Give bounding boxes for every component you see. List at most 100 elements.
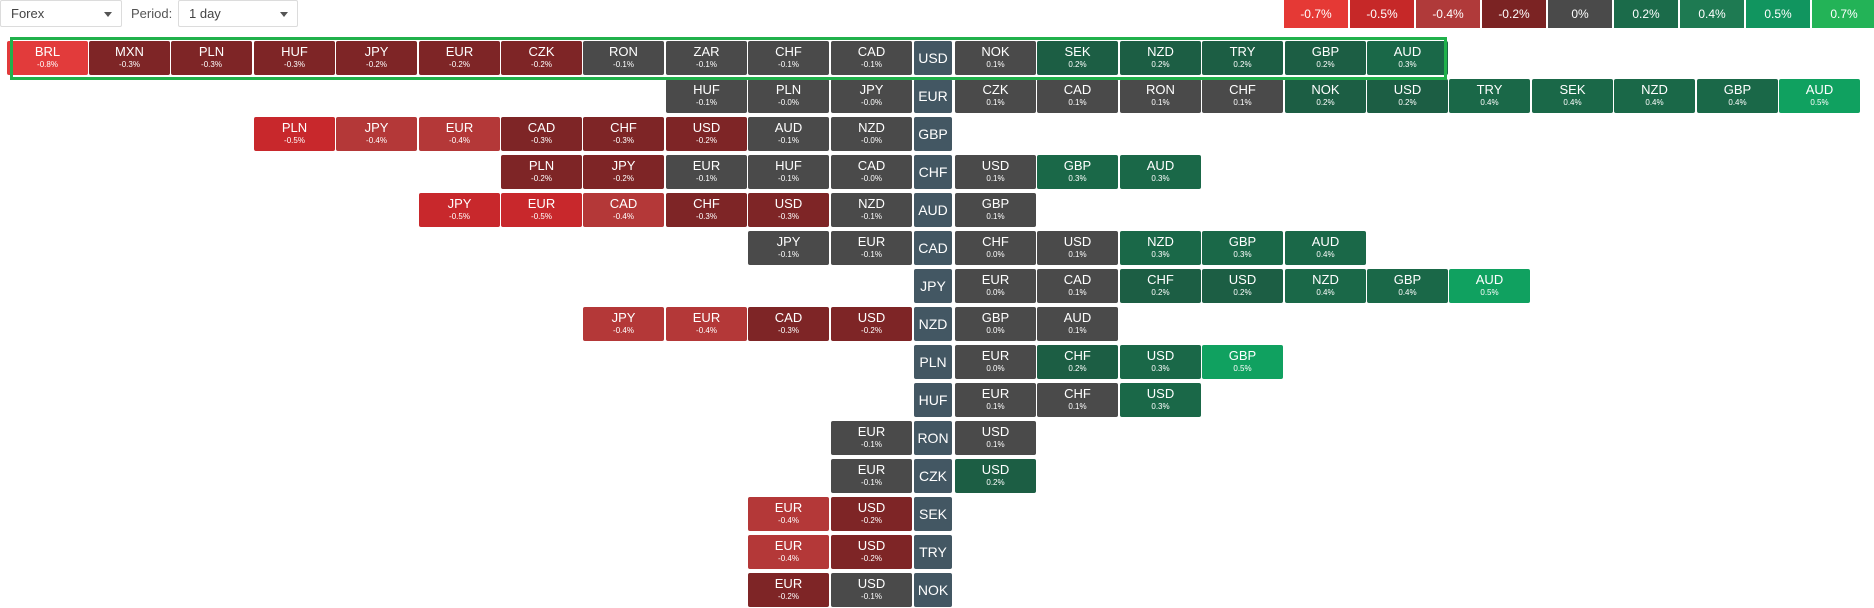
- currency-tile[interactable]: GBP 0.3%: [1037, 155, 1118, 189]
- base-currency-huf[interactable]: HUF: [914, 383, 952, 417]
- period-select[interactable]: 1 day: [178, 0, 298, 27]
- base-currency-gbp[interactable]: GBP: [914, 117, 952, 151]
- currency-tile[interactable]: JPY -0.4%: [336, 117, 417, 151]
- currency-tile[interactable]: ZAR -0.1%: [666, 41, 747, 75]
- currency-tile[interactable]: AUD 0.3%: [1120, 155, 1201, 189]
- base-currency-nzd[interactable]: NZD: [914, 307, 952, 341]
- currency-tile[interactable]: CZK 0.1%: [955, 79, 1036, 113]
- currency-tile[interactable]: NZD 0.3%: [1120, 231, 1201, 265]
- currency-tile[interactable]: AUD 0.5%: [1779, 79, 1860, 113]
- currency-tile[interactable]: USD -0.3%: [748, 193, 829, 227]
- currency-tile[interactable]: GBP 0.2%: [1285, 41, 1366, 75]
- currency-tile[interactable]: CAD 0.1%: [1037, 79, 1118, 113]
- currency-tile[interactable]: EUR -0.4%: [748, 497, 829, 531]
- currency-tile[interactable]: TRY 0.4%: [1449, 79, 1530, 113]
- currency-tile[interactable]: JPY -0.2%: [336, 41, 417, 75]
- currency-tile[interactable]: USD 0.2%: [1367, 79, 1448, 113]
- currency-tile[interactable]: EUR -0.1%: [831, 459, 912, 493]
- currency-tile[interactable]: JPY -0.4%: [583, 307, 664, 341]
- currency-tile[interactable]: EUR -0.4%: [419, 117, 500, 151]
- currency-tile[interactable]: CZK -0.2%: [501, 41, 582, 75]
- currency-tile[interactable]: JPY -0.1%: [748, 231, 829, 265]
- currency-tile[interactable]: CHF -0.1%: [748, 41, 829, 75]
- currency-tile[interactable]: AUD 0.4%: [1285, 231, 1366, 265]
- currency-tile[interactable]: EUR -0.2%: [748, 573, 829, 607]
- currency-tile[interactable]: USD 0.1%: [1037, 231, 1118, 265]
- currency-tile[interactable]: AUD 0.5%: [1449, 269, 1530, 303]
- currency-tile[interactable]: AUD -0.1%: [748, 117, 829, 151]
- currency-tile[interactable]: CHF -0.3%: [583, 117, 664, 151]
- base-currency-cad[interactable]: CAD: [914, 231, 952, 265]
- currency-tile[interactable]: HUF -0.1%: [748, 155, 829, 189]
- currency-tile[interactable]: USD -0.2%: [831, 307, 912, 341]
- currency-tile[interactable]: CHF 0.1%: [1037, 383, 1118, 417]
- currency-tile[interactable]: BRL -0.8%: [7, 41, 88, 75]
- currency-tile[interactable]: GBP 0.4%: [1367, 269, 1448, 303]
- currency-tile[interactable]: PLN -0.0%: [748, 79, 829, 113]
- currency-tile[interactable]: MXN -0.3%: [89, 41, 170, 75]
- base-currency-sek[interactable]: SEK: [914, 497, 952, 531]
- currency-tile[interactable]: USD 0.2%: [1202, 269, 1283, 303]
- currency-tile[interactable]: NZD 0.4%: [1285, 269, 1366, 303]
- currency-tile[interactable]: RON 0.1%: [1120, 79, 1201, 113]
- currency-tile[interactable]: TRY 0.2%: [1202, 41, 1283, 75]
- currency-tile[interactable]: CHF -0.3%: [666, 193, 747, 227]
- currency-tile[interactable]: USD 0.3%: [1120, 345, 1201, 379]
- currency-tile[interactable]: RON -0.1%: [583, 41, 664, 75]
- currency-tile[interactable]: EUR 0.1%: [955, 383, 1036, 417]
- currency-tile[interactable]: SEK 0.2%: [1037, 41, 1118, 75]
- currency-tile[interactable]: USD -0.2%: [831, 535, 912, 569]
- currency-tile[interactable]: GBP 0.5%: [1202, 345, 1283, 379]
- currency-tile[interactable]: JPY -0.2%: [583, 155, 664, 189]
- base-currency-try[interactable]: TRY: [914, 535, 952, 569]
- currency-tile[interactable]: AUD 0.1%: [1037, 307, 1118, 341]
- currency-tile[interactable]: EUR -0.1%: [831, 231, 912, 265]
- base-currency-eur[interactable]: EUR: [914, 79, 952, 113]
- currency-tile[interactable]: NOK 0.2%: [1285, 79, 1366, 113]
- currency-tile[interactable]: USD -0.2%: [831, 497, 912, 531]
- currency-tile[interactable]: CAD -0.3%: [501, 117, 582, 151]
- currency-tile[interactable]: NOK 0.1%: [955, 41, 1036, 75]
- currency-tile[interactable]: GBP 0.1%: [955, 193, 1036, 227]
- currency-tile[interactable]: EUR -0.5%: [501, 193, 582, 227]
- currency-tile[interactable]: GBP 0.3%: [1202, 231, 1283, 265]
- currency-tile[interactable]: CHF 0.0%: [955, 231, 1036, 265]
- currency-tile[interactable]: EUR 0.0%: [955, 269, 1036, 303]
- currency-tile[interactable]: EUR -0.4%: [666, 307, 747, 341]
- currency-tile[interactable]: EUR -0.1%: [831, 421, 912, 455]
- currency-tile[interactable]: USD 0.3%: [1120, 383, 1201, 417]
- base-currency-pln[interactable]: PLN: [914, 345, 952, 379]
- currency-tile[interactable]: USD 0.2%: [955, 459, 1036, 493]
- currency-tile[interactable]: CAD -0.1%: [831, 41, 912, 75]
- currency-tile[interactable]: EUR -0.1%: [666, 155, 747, 189]
- currency-tile[interactable]: USD -0.2%: [666, 117, 747, 151]
- base-currency-czk[interactable]: CZK: [914, 459, 952, 493]
- base-currency-jpy[interactable]: JPY: [914, 269, 952, 303]
- currency-tile[interactable]: SEK 0.4%: [1532, 79, 1613, 113]
- currency-tile[interactable]: CHF 0.1%: [1202, 79, 1283, 113]
- currency-tile[interactable]: CHF 0.2%: [1037, 345, 1118, 379]
- currency-tile[interactable]: CAD -0.4%: [583, 193, 664, 227]
- currency-tile[interactable]: GBP 0.0%: [955, 307, 1036, 341]
- currency-tile[interactable]: JPY -0.5%: [419, 193, 500, 227]
- currency-tile[interactable]: PLN -0.2%: [501, 155, 582, 189]
- currency-tile[interactable]: GBP 0.4%: [1697, 79, 1778, 113]
- currency-tile[interactable]: EUR 0.0%: [955, 345, 1036, 379]
- currency-tile[interactable]: CAD -0.0%: [831, 155, 912, 189]
- currency-tile[interactable]: USD 0.1%: [955, 155, 1036, 189]
- currency-tile[interactable]: NZD -0.0%: [831, 117, 912, 151]
- currency-tile[interactable]: EUR -0.4%: [748, 535, 829, 569]
- base-currency-usd[interactable]: USD: [914, 41, 952, 75]
- base-currency-ron[interactable]: RON: [914, 421, 952, 455]
- currency-tile[interactable]: HUF -0.3%: [254, 41, 335, 75]
- base-currency-nok[interactable]: NOK: [914, 573, 952, 607]
- currency-tile[interactable]: CAD -0.3%: [748, 307, 829, 341]
- currency-tile[interactable]: USD -0.1%: [831, 573, 912, 607]
- currency-tile[interactable]: USD 0.1%: [955, 421, 1036, 455]
- currency-tile[interactable]: EUR -0.2%: [419, 41, 500, 75]
- currency-tile[interactable]: CHF 0.2%: [1120, 269, 1201, 303]
- currency-tile[interactable]: JPY -0.0%: [831, 79, 912, 113]
- currency-tile[interactable]: AUD 0.3%: [1367, 41, 1448, 75]
- currency-tile[interactable]: NZD -0.1%: [831, 193, 912, 227]
- currency-tile[interactable]: HUF -0.1%: [666, 79, 747, 113]
